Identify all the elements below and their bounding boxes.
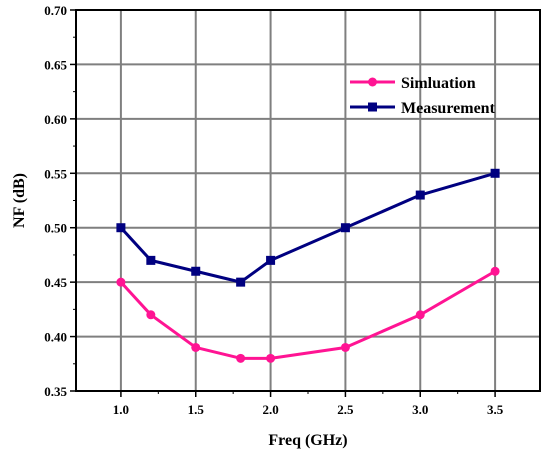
grid bbox=[76, 9, 540, 392]
simluation-point bbox=[266, 353, 276, 363]
y-tick-label: 0.50 bbox=[44, 221, 67, 236]
simluation-point bbox=[490, 266, 500, 276]
y-tick-label: 0.45 bbox=[44, 275, 67, 290]
simluation-point bbox=[191, 342, 201, 352]
axes: 1.0 1.5 2.0 2.5 3.0 3.5 0.35 0.40 0.45 0.50 0.55 0.… bbox=[44, 3, 503, 417]
legend-measurement-marker bbox=[368, 102, 377, 112]
simluation-point bbox=[236, 353, 246, 363]
measurement-point bbox=[146, 255, 156, 265]
simluation-point bbox=[146, 310, 156, 320]
measurement-point bbox=[490, 168, 500, 178]
measurement-line bbox=[119, 171, 496, 284]
series-layer bbox=[116, 168, 500, 363]
plot-frame bbox=[75, 9, 541, 392]
x-tick-label: 2.5 bbox=[337, 402, 354, 417]
measurement-point bbox=[236, 277, 246, 287]
measurement-point bbox=[191, 266, 201, 276]
x-tick-label: 2.0 bbox=[262, 402, 278, 417]
x-tick-label: 3.5 bbox=[487, 402, 504, 417]
simluation-point bbox=[415, 310, 425, 320]
x-tick-label: 1.0 bbox=[113, 402, 129, 417]
legend: Simluation Measurement bbox=[350, 75, 496, 117]
legend-measurement-label: Measurement bbox=[401, 100, 496, 117]
measurement-point bbox=[266, 255, 276, 265]
y-tick-label: 0.40 bbox=[44, 330, 67, 345]
y-tick-label: 0.60 bbox=[44, 112, 67, 127]
simluation-line bbox=[119, 269, 496, 360]
x-tick-label: 3.0 bbox=[412, 402, 428, 417]
measurement-point bbox=[340, 223, 350, 233]
simluation-point bbox=[340, 342, 350, 352]
x-axis-title: Freq (GHz) bbox=[268, 432, 347, 449]
simluation-point bbox=[116, 277, 126, 287]
x-tick-label: 1.5 bbox=[188, 402, 205, 417]
legend-simluation-label: Simluation bbox=[401, 75, 476, 92]
legend-simluation-marker bbox=[368, 77, 377, 87]
y-axis-title: NF (dB) bbox=[11, 173, 28, 228]
measurement-point bbox=[116, 223, 126, 233]
y-tick-label: 0.35 bbox=[44, 384, 67, 399]
measurement-point bbox=[415, 190, 425, 200]
y-tick-label: 0.55 bbox=[44, 166, 67, 181]
y-tick-label: 0.65 bbox=[44, 57, 67, 72]
y-tick-label: 0.70 bbox=[44, 3, 67, 18]
